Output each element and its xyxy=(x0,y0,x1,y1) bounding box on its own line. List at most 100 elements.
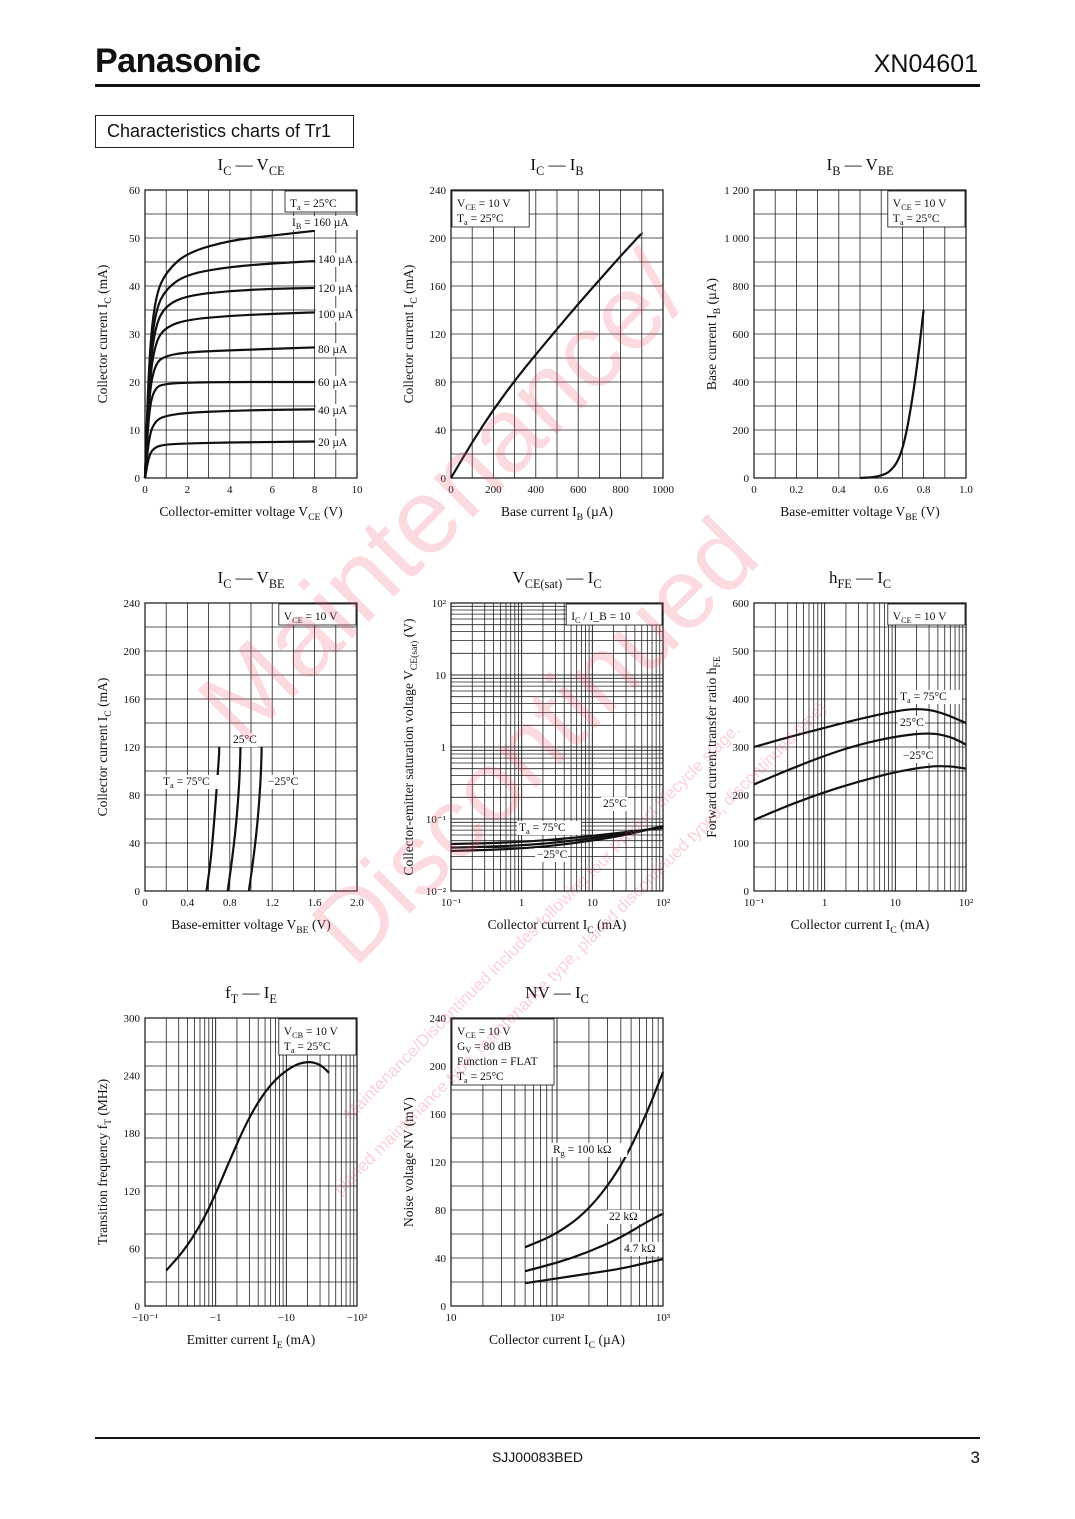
chart-ft-ie: 0 60 120 180 240 300 −10⁻¹ −1 −10 −10² fT — IE Emit… xyxy=(95,983,368,1351)
condition-text: VCE = 10 V xyxy=(457,198,511,212)
condition-box xyxy=(565,603,663,626)
series-label: Rg = 100 kΩ xyxy=(553,1144,611,1158)
document-number: SJJ00083BED xyxy=(491,1449,584,1465)
series-label-bg xyxy=(898,716,925,730)
x-tick-label: −1 xyxy=(210,1312,222,1324)
condition-box xyxy=(278,1018,357,1056)
series-label: −25°C xyxy=(268,776,299,788)
y-tick-label: 10⁻¹ xyxy=(426,814,446,826)
x-tick-label: 600 xyxy=(570,484,587,496)
y-tick-label: 160 xyxy=(430,1109,447,1121)
chart-title: IB — VBE xyxy=(827,155,894,178)
y-tick-label: 240 xyxy=(430,1013,447,1025)
grid-ft-ie xyxy=(144,1017,358,1307)
series-label: IB = 160 µA xyxy=(292,217,349,231)
page-number: 3 xyxy=(970,1448,980,1467)
chart-ic-vbe: 0 40 80 120 160 200 240 0 0.4 0.8 1.2 1.6 2.0 IC — VB… xyxy=(95,568,364,936)
y-tick-label: 40 xyxy=(435,425,447,437)
chart-title: IC — IB xyxy=(530,155,583,178)
series-label: 40 µA xyxy=(318,405,348,417)
series-line xyxy=(450,824,664,853)
x-tick-label: −10⁻¹ xyxy=(132,1312,158,1324)
grid-hfe-ic xyxy=(753,602,967,892)
chart-hfe-ic: 0 100 200 300 400 500 600 10⁻¹ 1 10 10² hFE — IC Col… xyxy=(704,568,974,936)
series-line xyxy=(143,346,315,479)
section-title: Characteristics charts of Tr1 xyxy=(95,115,354,148)
condition-text: VCE = 10 V xyxy=(457,1026,511,1040)
x-axis-label: Collector-emitter voltage VCE (V) xyxy=(159,504,342,523)
series-label: 22 kΩ xyxy=(609,1211,638,1223)
x-tick-label: 10² xyxy=(656,897,671,909)
series-label-bg xyxy=(266,775,299,789)
plot-frame xyxy=(144,1017,358,1307)
x-tick-label: 0.8 xyxy=(223,897,237,909)
x-tick-label: 2 xyxy=(185,484,191,496)
series-line xyxy=(524,1212,664,1273)
x-tick-label: 10⁻¹ xyxy=(744,897,764,909)
x-axis-label: Base current IB (µA) xyxy=(501,504,613,523)
x-tick-label: 0.6 xyxy=(874,484,888,496)
series-label: 120 µA xyxy=(318,283,354,295)
x-axis-label: Base-emitter voltage VBE (V) xyxy=(171,917,331,936)
y-tick-label: 80 xyxy=(129,790,141,802)
chart-ic-ib: 0 40 80 120 160 200 240 0 200 400 600 800 1000 IC — I… xyxy=(401,155,675,523)
series-line xyxy=(753,765,967,821)
series-label: 60 µA xyxy=(318,377,348,389)
y-tick-label: 10 xyxy=(129,425,141,437)
series-line xyxy=(247,747,263,892)
series-label-bg xyxy=(535,848,568,862)
plot-frame xyxy=(144,602,358,892)
series-label-bg xyxy=(622,1242,662,1256)
x-tick-label: 1.6 xyxy=(308,897,322,909)
y-tick-label: 0 xyxy=(441,1301,447,1313)
series-label-bg xyxy=(316,282,356,296)
x-tick-label: −10 xyxy=(278,1312,296,1324)
plot-frame xyxy=(450,1017,664,1307)
x-tick-label: 1 xyxy=(822,897,828,909)
series-line xyxy=(524,1258,664,1285)
chart-title: IC — VBE xyxy=(218,568,285,591)
y-tick-label: 200 xyxy=(733,790,750,802)
y-tick-label: 80 xyxy=(435,377,447,389)
y-tick-label: 240 xyxy=(430,185,447,197)
y-tick-label: 40 xyxy=(435,1253,447,1265)
x-tick-label: 10 xyxy=(587,897,599,909)
x-tick-label: 1.0 xyxy=(959,484,973,496)
series-label-bg xyxy=(517,821,581,835)
series-label-bg xyxy=(161,775,225,789)
brand-logo: Panasonic xyxy=(95,42,261,80)
x-axis-label: Base-emitter voltage VBE (V) xyxy=(780,504,940,523)
y-tick-label: 180 xyxy=(124,1128,141,1140)
series-label: −25°C xyxy=(537,849,568,861)
x-tick-label: 1.2 xyxy=(265,897,279,909)
series-label-bg xyxy=(901,749,934,763)
series-label: 80 µA xyxy=(318,344,348,356)
x-tick-label: 0.4 xyxy=(832,484,846,496)
plot-frame xyxy=(450,602,664,892)
y-tick-label: 400 xyxy=(733,377,750,389)
y-tick-label: 10 xyxy=(435,670,447,682)
y-tick-label: 1 000 xyxy=(724,233,749,245)
y-tick-label: 0 xyxy=(744,886,750,898)
y-tick-label: 120 xyxy=(430,1157,447,1169)
x-tick-label: 0 xyxy=(751,484,757,496)
chart-ic-vce: 0 10 20 30 40 50 60 0 2 4 6 8 10 IC — VCE Collector-em… xyxy=(95,155,367,523)
condition-text: VCE = 10 V xyxy=(893,198,947,212)
condition-text: Ta = 25°C xyxy=(284,1041,331,1055)
y-tick-label: 10⁻² xyxy=(426,886,447,898)
chart-ib-vbe: 0 200 400 600 800 1 000 1 200 0 0.2 0.4 0.6 0.8 1.0 I… xyxy=(704,155,973,523)
condition-text: Ta = 25°C xyxy=(457,213,504,227)
condition-text: GV = 80 dB xyxy=(457,1041,512,1055)
series-label: Ta = 75°C xyxy=(519,822,566,836)
y-tick-label: 400 xyxy=(733,694,750,706)
series-label: 20 µA xyxy=(318,437,348,449)
y-tick-label: 800 xyxy=(733,281,750,293)
series-line xyxy=(226,747,242,892)
y-axis-label: Collector current IC (mA) xyxy=(95,678,114,817)
series-label-bg xyxy=(316,404,349,418)
condition-box xyxy=(887,190,966,228)
condition-box xyxy=(278,603,357,626)
footer-rule xyxy=(95,1437,980,1439)
